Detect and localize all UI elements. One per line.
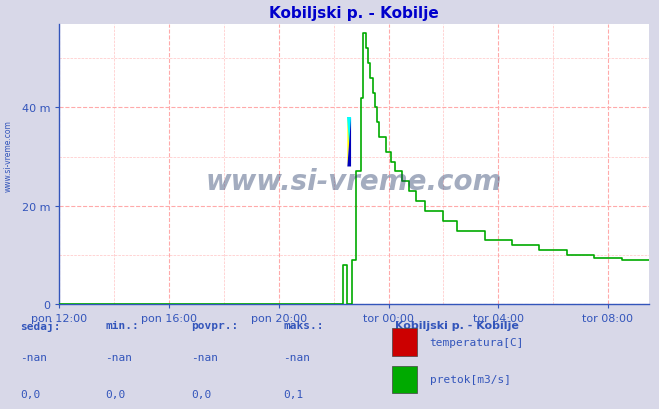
Polygon shape — [347, 118, 351, 167]
Text: Kobiljski p. - Kobilje: Kobiljski p. - Kobilje — [395, 321, 519, 330]
Text: 0,0: 0,0 — [20, 389, 40, 399]
Text: sedaj:: sedaj: — [20, 321, 60, 332]
Text: maks.:: maks.: — [283, 321, 324, 330]
Text: -nan: -nan — [20, 352, 47, 362]
Text: www.si-vreme.com: www.si-vreme.com — [4, 119, 13, 191]
Text: -nan: -nan — [191, 352, 218, 362]
Text: temperatura[C]: temperatura[C] — [430, 337, 524, 347]
Title: Kobiljski p. - Kobilje: Kobiljski p. - Kobilje — [270, 6, 439, 20]
Text: 0,0: 0,0 — [105, 389, 126, 399]
Text: 0,1: 0,1 — [283, 389, 304, 399]
Text: min.:: min.: — [105, 321, 139, 330]
FancyBboxPatch shape — [392, 328, 417, 356]
Text: 0,0: 0,0 — [191, 389, 212, 399]
FancyBboxPatch shape — [392, 366, 417, 393]
Polygon shape — [347, 118, 351, 167]
Text: pretok[m3/s]: pretok[m3/s] — [430, 375, 511, 384]
Text: -nan: -nan — [283, 352, 310, 362]
Text: www.si-vreme.com: www.si-vreme.com — [206, 167, 502, 196]
Polygon shape — [347, 118, 351, 167]
Text: -nan: -nan — [105, 352, 132, 362]
Text: povpr.:: povpr.: — [191, 321, 239, 330]
